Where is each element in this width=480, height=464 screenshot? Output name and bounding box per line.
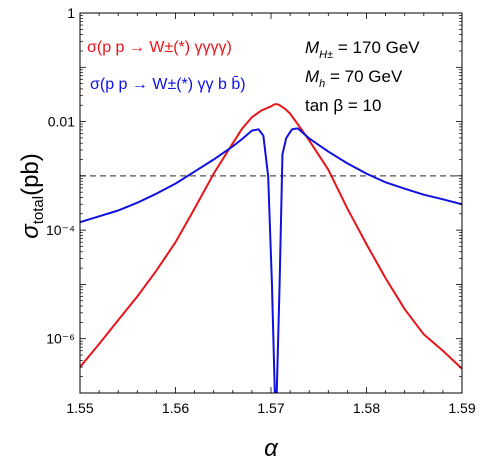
annotation-higgs-mass: Mh = 70 GeV (305, 67, 403, 90)
annotation-h-subscript: h (319, 78, 325, 90)
y-tick-label: 10⁻⁶ (46, 331, 75, 347)
y-axis-label-base: σ (17, 223, 44, 239)
y-tick-label: 0.01 (48, 114, 75, 130)
legend: σ(p p → W±(*) γγγγ) σ(p p → W±(*) γγ b b… (87, 39, 246, 93)
annotation-mass-subscript: H± (319, 49, 333, 61)
series-line-red (80, 103, 462, 370)
chart-marks (80, 103, 462, 393)
annotation-h-symbol: M (305, 67, 320, 86)
x-tick-label: 1.59 (448, 400, 475, 416)
y-axis-label-suffix: (pb) (17, 153, 44, 196)
annotation-tan-beta: tan β = 10 (305, 96, 381, 115)
x-axis-label: α (264, 435, 279, 462)
legend-entry-red: σ(p p → W±(*) γγγγ) (87, 39, 232, 56)
annotation-h-value: = 70 GeV (325, 67, 403, 86)
annotation-mass-symbol: M (305, 38, 320, 57)
legend-entry-blue: σ(p p → W±(*) γγ b b̄) (90, 76, 246, 93)
x-tick-label: 1.58 (353, 400, 380, 416)
annotation-block: MH± = 170 GeV Mh = 70 GeV tan β = 10 (305, 38, 420, 115)
y-axis-label-sub: total (30, 196, 47, 224)
y-tick-label: 10⁻⁴ (46, 222, 75, 238)
annotation-charged-higgs-mass: MH± = 170 GeV (305, 38, 420, 61)
x-tick-label: 1.57 (257, 400, 284, 416)
series-line-blue (80, 127, 462, 393)
y-axis-label: σtotal(pb) (17, 153, 47, 239)
x-tick-label: 1.56 (162, 400, 189, 416)
axis-ticks: 10⁻⁶ 10⁻⁴ 0.01 1 1.55 1.56 1.57 1.58 1.59 (46, 5, 476, 416)
y-tick-label: 1 (67, 5, 75, 21)
annotation-mass-value: = 170 GeV (333, 38, 420, 57)
x-tick-label: 1.55 (66, 400, 93, 416)
